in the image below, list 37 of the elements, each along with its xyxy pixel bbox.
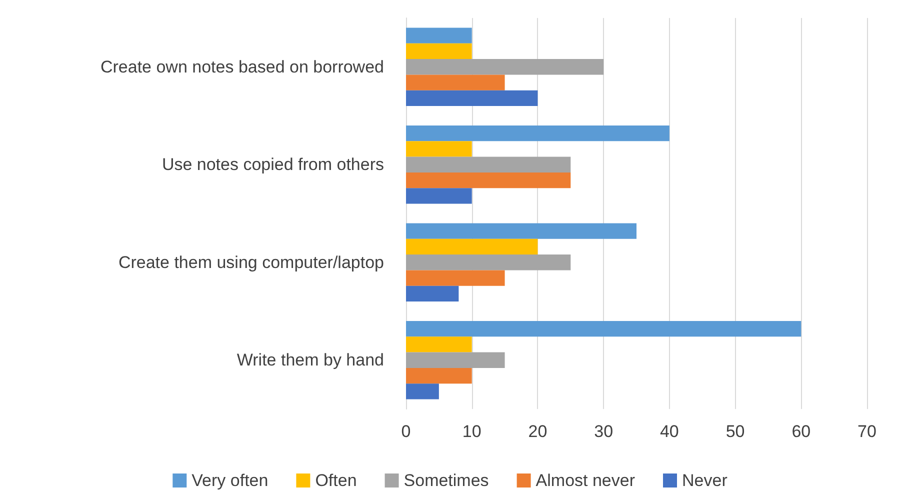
bar	[406, 126, 670, 142]
bar	[406, 368, 472, 384]
bar	[406, 270, 505, 286]
legend-label: Very often	[192, 471, 268, 490]
bar	[406, 172, 571, 188]
y-tick-label: Write them by hand	[236, 350, 384, 370]
y-tick-label: Use notes copied from others	[162, 155, 384, 174]
x-tick-label: 40	[660, 422, 679, 441]
bar	[406, 223, 636, 239]
bar	[406, 156, 571, 172]
x-tick-label: 70	[858, 422, 876, 441]
bar	[406, 336, 472, 352]
x-tick-label: 50	[726, 422, 745, 441]
y-tick-label: Create them using computer/laptop	[118, 252, 384, 272]
legend-label: Often	[315, 471, 357, 490]
bar	[406, 352, 505, 368]
bar	[406, 238, 538, 255]
bar	[406, 254, 571, 270]
x-tick-label: 30	[594, 422, 614, 441]
legend-label: Never	[682, 471, 728, 490]
bar	[406, 141, 472, 157]
bar	[406, 90, 538, 106]
x-tick-label: 0	[401, 422, 411, 441]
bar	[406, 384, 439, 400]
bar	[406, 188, 472, 204]
legend-label: Almost never	[536, 471, 636, 490]
x-tick-label: 20	[528, 422, 548, 441]
y-tick-label: Create own notes based on borrowed	[100, 57, 384, 76]
legend-label: Sometimes	[404, 471, 489, 490]
bar	[406, 28, 472, 44]
x-tick-label: 10	[462, 422, 482, 441]
bar	[406, 59, 604, 75]
bar	[406, 286, 459, 302]
bar	[406, 43, 472, 60]
bar	[406, 321, 802, 337]
x-tick-label: 60	[792, 422, 811, 441]
bar	[406, 74, 505, 90]
